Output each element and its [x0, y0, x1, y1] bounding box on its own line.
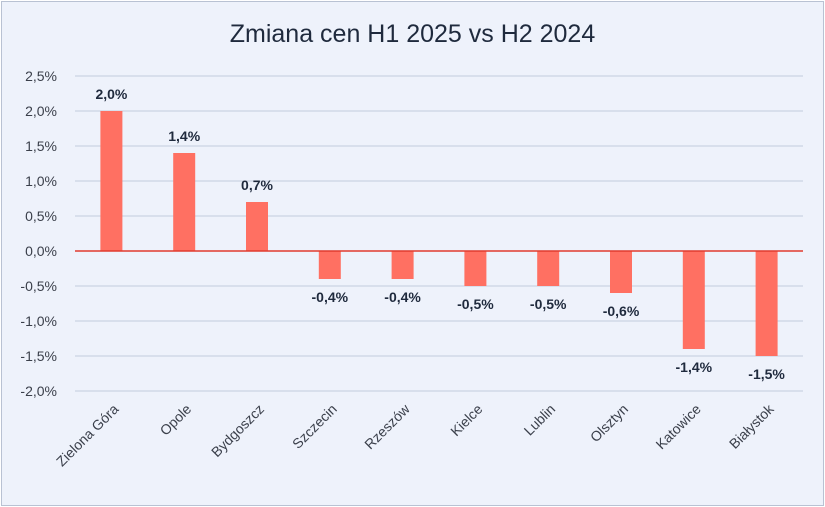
- bar: [173, 153, 196, 251]
- x-tick-label: Kielce: [447, 401, 485, 439]
- x-tick-label: Katowice: [652, 401, 704, 453]
- y-tick-label: 0,5%: [25, 208, 57, 224]
- y-tick-label: 2,5%: [25, 68, 57, 84]
- bar: [391, 251, 414, 279]
- x-tick-label: Lublin: [521, 401, 559, 439]
- bar: [755, 251, 778, 356]
- data-label: -0,5%: [530, 296, 567, 312]
- bar: [682, 251, 705, 349]
- data-label: -1,4%: [676, 359, 713, 375]
- data-label: -0,4%: [312, 289, 349, 305]
- bar: [464, 251, 487, 286]
- x-tick-label: Szczecin: [289, 401, 340, 452]
- bar: [318, 251, 341, 279]
- y-tick-label: 2,0%: [25, 103, 57, 119]
- x-tick-label: Olsztyn: [587, 401, 631, 445]
- y-tick-label: 1,5%: [25, 138, 57, 154]
- x-tick-label: Zielona Góra: [53, 401, 122, 470]
- y-tick-label: -1,0%: [20, 313, 57, 329]
- x-tick-label: Opole: [157, 401, 195, 439]
- data-label: -1,5%: [748, 366, 785, 382]
- data-label: 2,0%: [95, 86, 127, 102]
- y-tick-label: -0,5%: [20, 278, 57, 294]
- y-tick-label: 0,0%: [25, 243, 57, 259]
- x-tick-label: Bydgoszcz: [208, 401, 267, 460]
- chart-title: Zmiana cen H1 2025 vs H2 2024: [229, 20, 596, 48]
- x-tick-label: Białystok: [726, 400, 778, 452]
- bar: [537, 251, 560, 286]
- data-label: -0,5%: [457, 296, 494, 312]
- bar: [246, 202, 268, 251]
- bar: [610, 251, 632, 293]
- data-label: 1,4%: [168, 128, 200, 144]
- data-label: 0,7%: [241, 177, 273, 193]
- data-label: -0,6%: [603, 303, 640, 319]
- y-tick-label: -1,5%: [20, 348, 57, 364]
- data-label: -0,4%: [384, 289, 421, 305]
- x-tick-label: Rzeszów: [361, 400, 413, 452]
- y-tick-label: -2,0%: [20, 383, 57, 399]
- bar: [100, 111, 123, 251]
- y-tick-label: 1,0%: [25, 173, 57, 189]
